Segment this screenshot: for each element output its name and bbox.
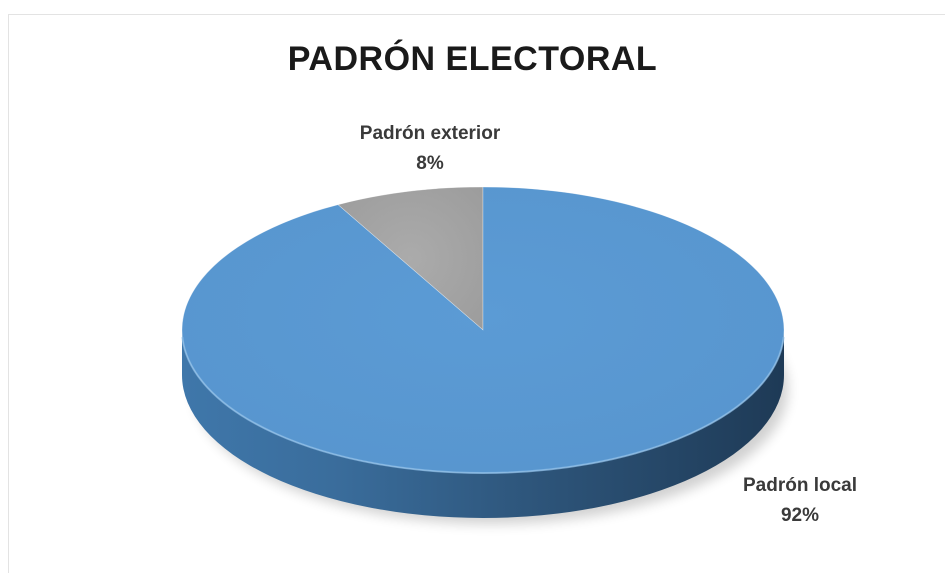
frame-border-left <box>8 14 9 573</box>
slice-label-exterior-name: Padrón exterior <box>359 123 501 144</box>
pie-side-local <box>182 330 784 518</box>
slice-label-exterior: Padrón exterior 8% <box>290 119 570 179</box>
pie-rim-highlight <box>181 337 785 475</box>
frame-border-top <box>8 14 945 15</box>
slice-label-local-value: 92% <box>780 505 820 526</box>
slice-label-local: Padrón local 92% <box>690 471 910 531</box>
pie-slice-exterior <box>337 186 484 331</box>
slice-label-exterior-value: 8% <box>416 153 444 174</box>
slice-label-local-name: Padrón local <box>742 475 858 496</box>
pie-slice-local <box>181 186 785 474</box>
chart-title: PADRÓN ELECTORAL <box>287 40 658 78</box>
